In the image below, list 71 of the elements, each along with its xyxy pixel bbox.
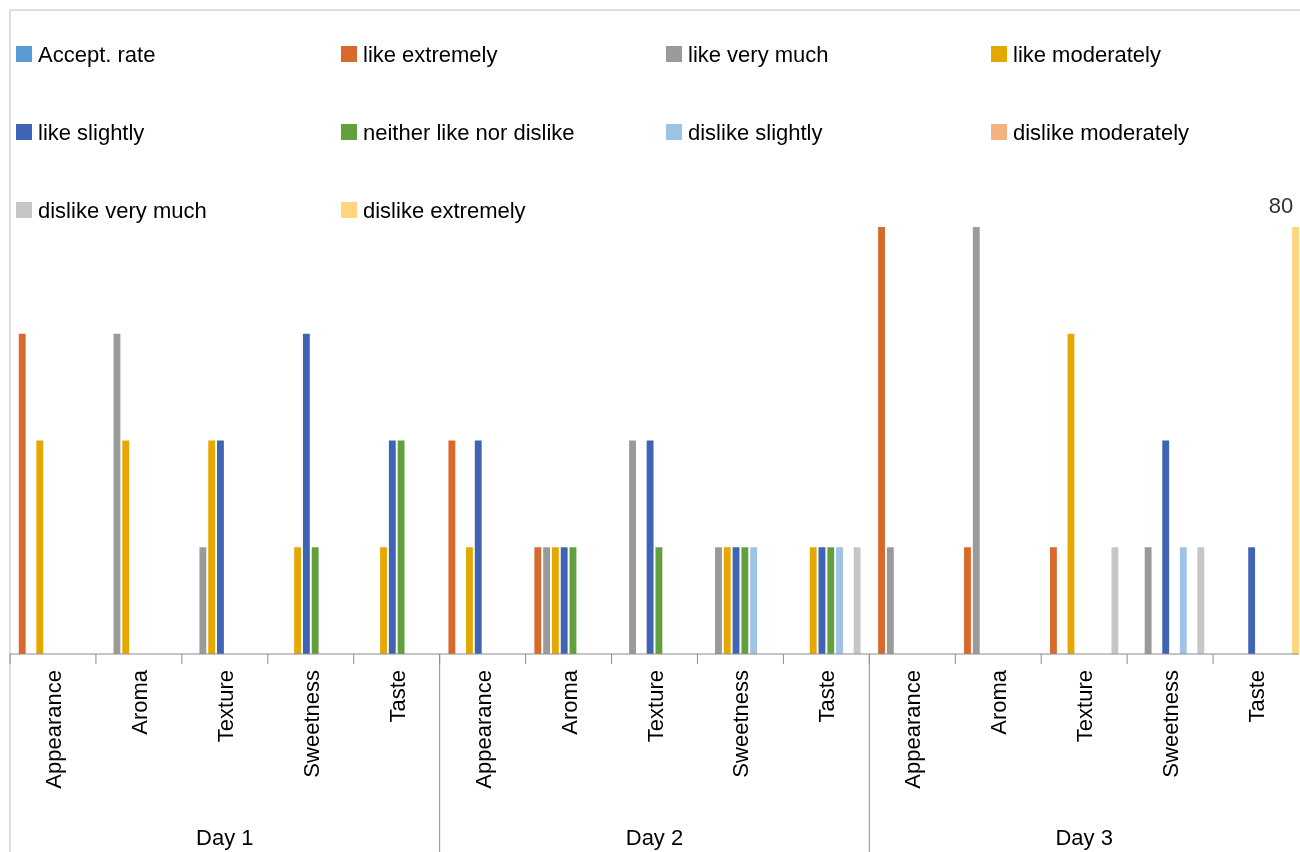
bar bbox=[534, 547, 542, 654]
bar bbox=[199, 547, 207, 654]
x-tick-label: Taste bbox=[384, 670, 410, 723]
bar bbox=[1197, 547, 1205, 654]
bar bbox=[715, 547, 722, 654]
x-tick-label: Appearance bbox=[470, 670, 496, 789]
bar bbox=[964, 547, 971, 654]
text: Day 3 bbox=[1055, 825, 1113, 850]
x-tick-label: Appearance bbox=[40, 670, 66, 789]
bar bbox=[1111, 547, 1119, 654]
bar bbox=[1248, 547, 1256, 654]
bar bbox=[543, 547, 551, 654]
bar bbox=[36, 440, 44, 654]
legend-label: Accept. rate bbox=[38, 42, 156, 67]
x-tick-label: Texture bbox=[1072, 670, 1098, 743]
x-tick-label: Texture bbox=[212, 670, 238, 743]
legend-label: like extremely bbox=[363, 42, 498, 67]
data-label: 80 bbox=[1268, 193, 1294, 218]
bar bbox=[836, 547, 843, 654]
bar bbox=[208, 440, 216, 654]
bar bbox=[886, 547, 894, 654]
bar bbox=[448, 440, 456, 654]
bar bbox=[878, 227, 885, 654]
legend-label: dislike extremely bbox=[363, 198, 526, 223]
bar bbox=[397, 440, 405, 654]
legend-label: like very much bbox=[688, 42, 829, 67]
bar bbox=[827, 547, 835, 654]
x-tick-label: Aroma bbox=[986, 669, 1012, 735]
legend-label: dislike moderately bbox=[1013, 120, 1190, 145]
bar bbox=[1179, 547, 1187, 654]
legend-label: dislike slightly bbox=[688, 120, 823, 145]
bar bbox=[294, 547, 302, 654]
x-tick-label: Aroma bbox=[126, 669, 152, 735]
x-tick-label: Taste bbox=[814, 670, 840, 723]
bar bbox=[466, 547, 473, 654]
bar bbox=[853, 547, 861, 654]
bar bbox=[18, 333, 26, 654]
x-tick-label: Taste bbox=[1244, 670, 1270, 723]
bar bbox=[388, 440, 396, 654]
bar bbox=[474, 440, 482, 654]
bar bbox=[560, 547, 568, 654]
bar bbox=[302, 333, 310, 654]
legend-label: like slightly bbox=[38, 120, 145, 145]
bar bbox=[972, 227, 980, 654]
bar bbox=[655, 547, 663, 654]
legend-label: neither like nor dislike bbox=[363, 120, 575, 145]
bar bbox=[380, 547, 387, 654]
bar bbox=[723, 547, 731, 654]
bar bbox=[122, 440, 130, 654]
bar bbox=[646, 440, 654, 654]
bar bbox=[311, 547, 319, 654]
bar bbox=[741, 547, 749, 654]
bar bbox=[217, 440, 224, 654]
bar bbox=[1144, 547, 1152, 654]
x-tick-label: Aroma bbox=[556, 669, 582, 735]
bar bbox=[750, 547, 758, 654]
bar bbox=[1292, 227, 1299, 654]
x-tick-label: Sweetness bbox=[1158, 670, 1184, 778]
x-tick-label: Texture bbox=[642, 670, 668, 743]
legend-label: dislike very much bbox=[38, 198, 207, 223]
text: Day 2 bbox=[625, 825, 684, 850]
x-tick-label: Sweetness bbox=[728, 670, 754, 778]
legend-label: like moderately bbox=[1013, 42, 1161, 67]
x-tick-label: Sweetness bbox=[298, 670, 324, 778]
bar bbox=[629, 440, 636, 654]
bar bbox=[1049, 547, 1057, 654]
bar bbox=[1162, 440, 1170, 654]
bar bbox=[809, 547, 817, 654]
bar bbox=[551, 547, 559, 654]
x-tick-label: Appearance bbox=[900, 670, 926, 789]
text: Day 1 bbox=[196, 825, 254, 850]
